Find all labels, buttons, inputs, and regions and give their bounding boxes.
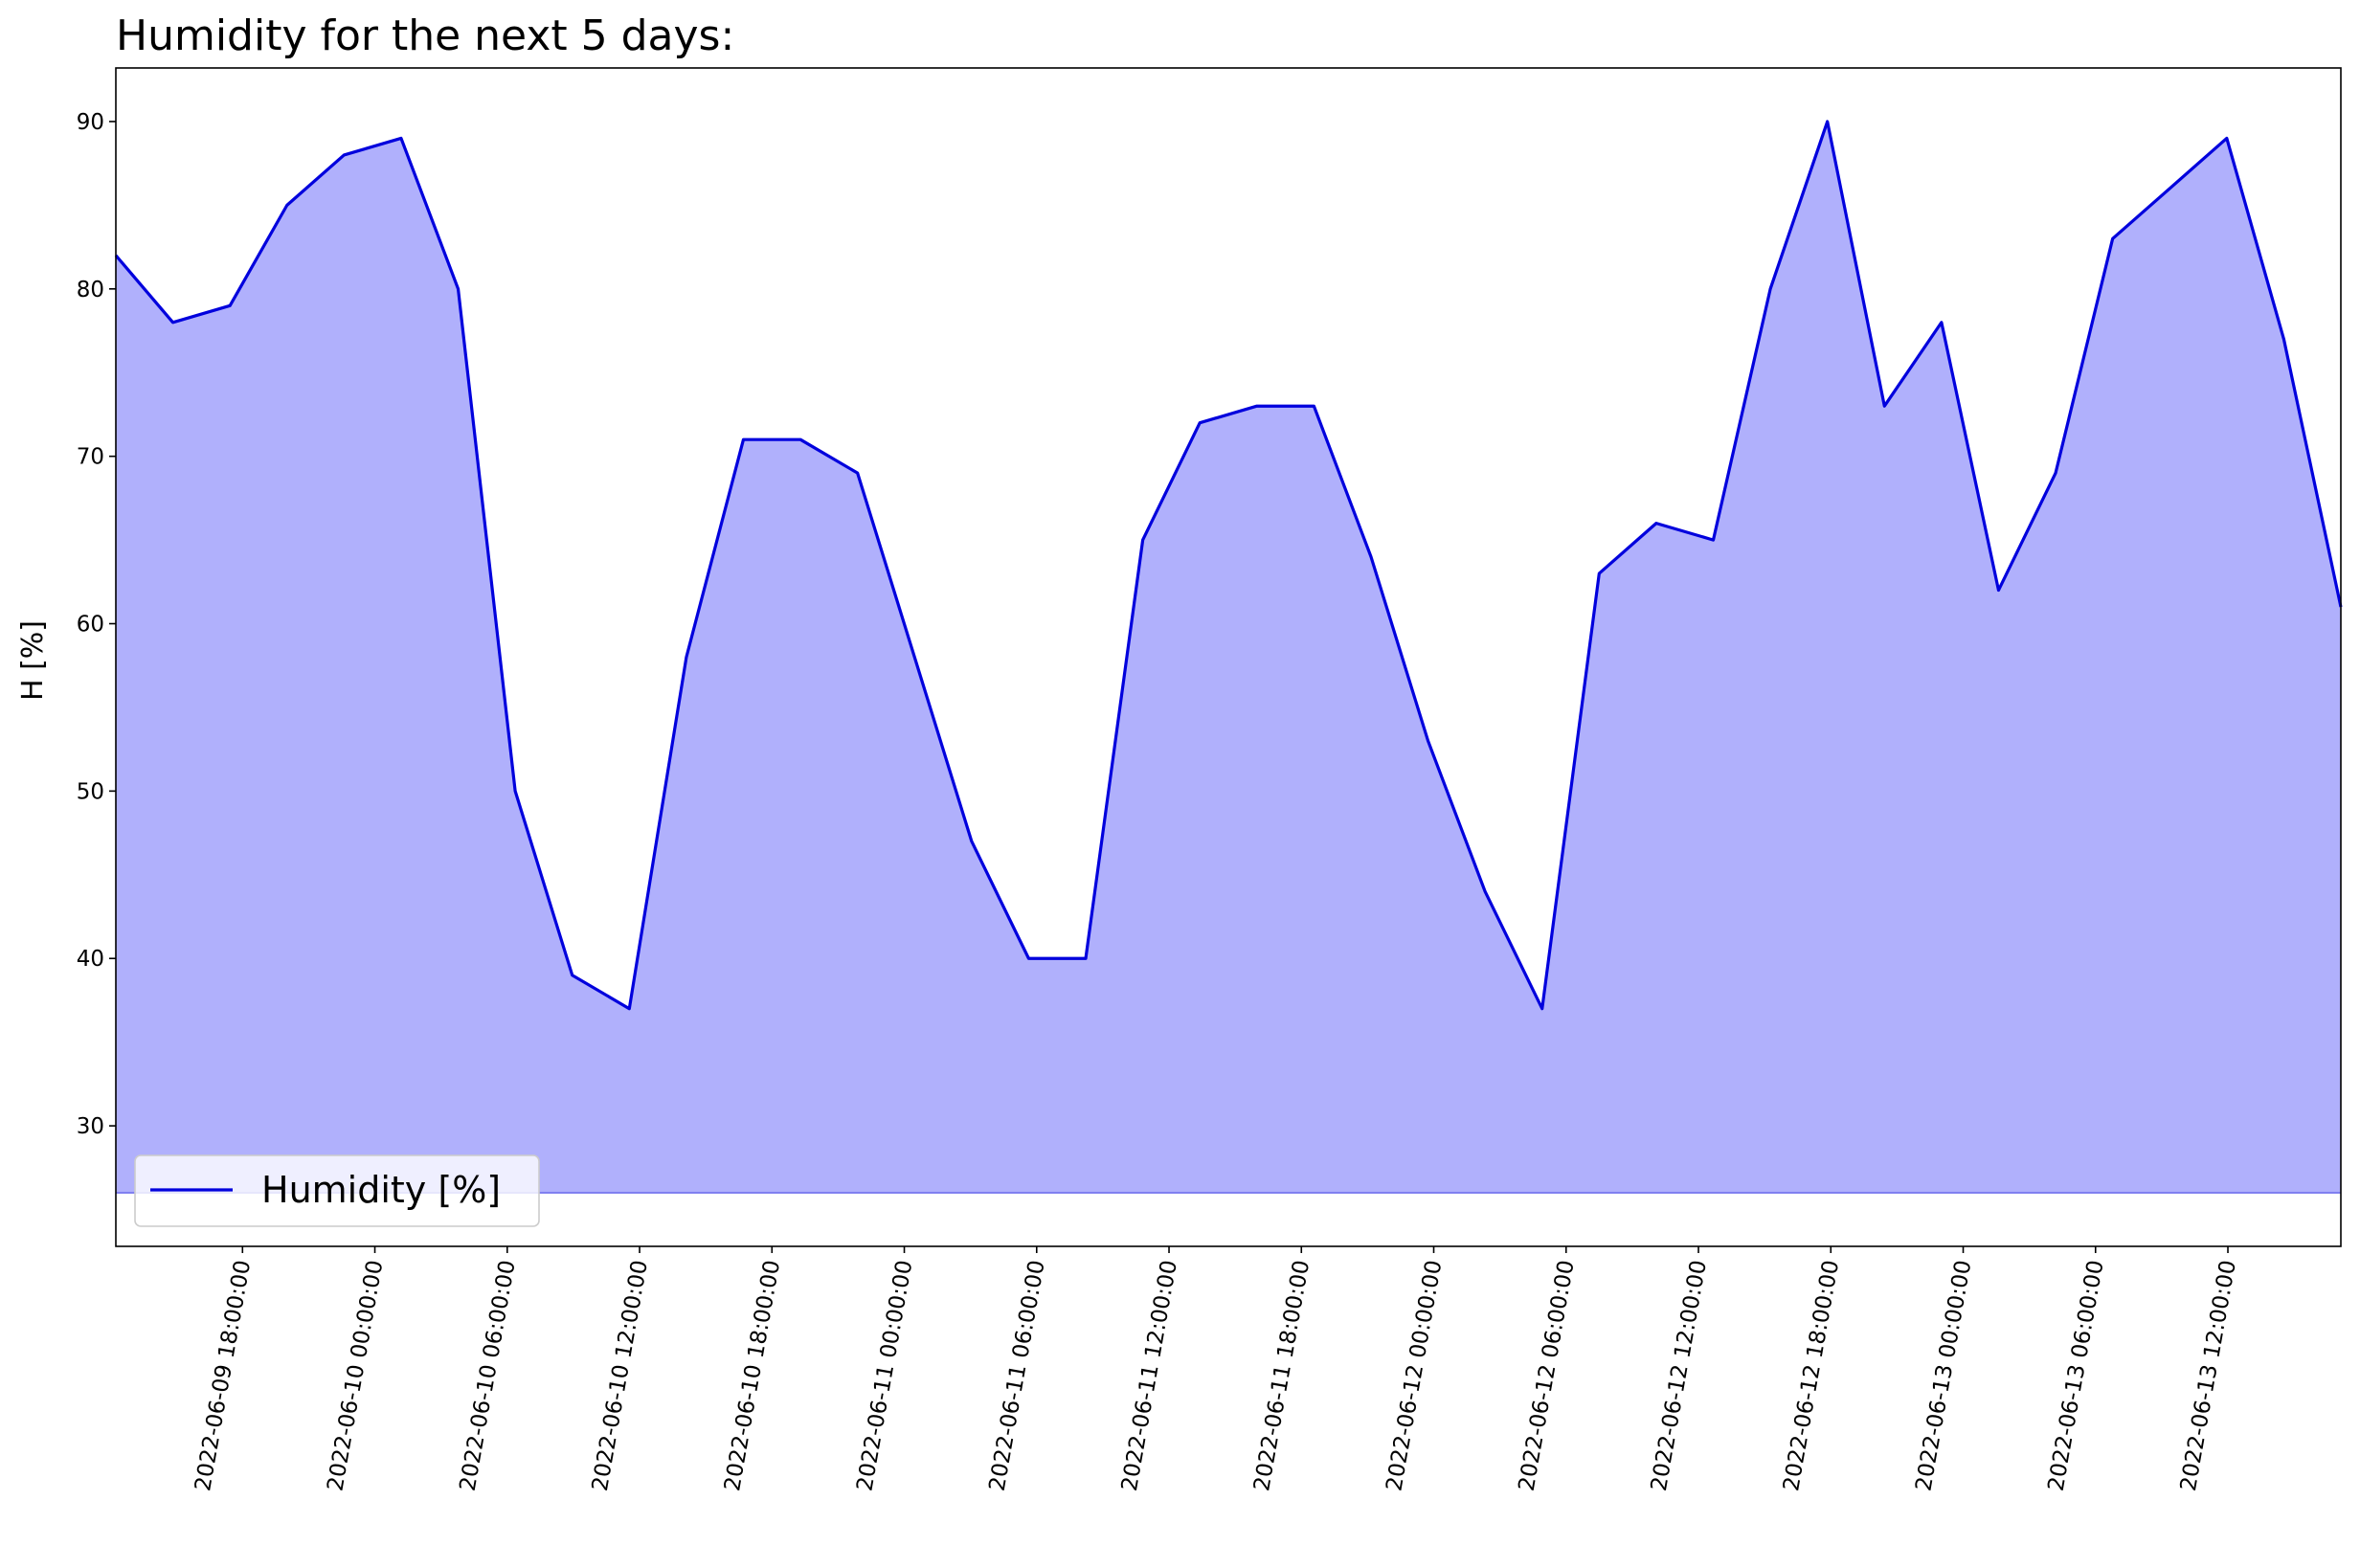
area-fill <box>116 121 2341 1194</box>
x-tick-label: 2022-06-13 06:00:00 <box>2044 1259 2109 1493</box>
y-tick-label: 40 <box>77 947 104 972</box>
y-tick-label: 70 <box>77 445 104 470</box>
x-tick-label: 2022-06-12 06:00:00 <box>1515 1259 1580 1493</box>
y-tick-label: 80 <box>77 278 104 302</box>
x-tick-label: 2022-06-11 00:00:00 <box>852 1259 917 1493</box>
y-tick-label: 90 <box>77 110 104 135</box>
legend-box <box>134 1154 540 1227</box>
line <box>114 120 2343 1011</box>
y-tick-label: 60 <box>77 613 104 638</box>
x-tick-label: 2022-06-13 12:00:00 <box>2176 1259 2241 1493</box>
x-tick-label: 2022-06-11 06:00:00 <box>985 1259 1050 1493</box>
x-tick-label: 2022-06-10 18:00:00 <box>720 1259 785 1493</box>
x-tick-label: 2022-06-10 06:00:00 <box>456 1259 521 1493</box>
x-tick-label: 2022-06-11 12:00:00 <box>1117 1259 1182 1493</box>
x-tick-label: 2022-06-11 18:00:00 <box>1249 1259 1315 1493</box>
y-tick-label: 30 <box>77 1114 104 1139</box>
x-tick-label: 2022-06-13 00:00:00 <box>1911 1259 1976 1493</box>
y-axis-label: H [%] <box>16 620 50 701</box>
x-tick-label: 2022-06-09 18:00:00 <box>191 1259 256 1493</box>
x-tick-label: 2022-06-10 00:00:00 <box>323 1259 388 1493</box>
x-tick-label: 2022-06-12 18:00:00 <box>1779 1259 1844 1493</box>
legend-label: Humidity [%] <box>261 1169 501 1211</box>
x-tick-label: 2022-06-10 12:00:00 <box>588 1259 653 1493</box>
x-tick-label: 2022-06-12 12:00:00 <box>1647 1259 1712 1493</box>
x-tick-label: 2022-06-12 00:00:00 <box>1382 1259 1447 1493</box>
chart-title: Humidity for the next 5 days: <box>116 11 734 60</box>
y-tick-label: 50 <box>77 779 104 804</box>
plot-frame <box>115 67 2342 1247</box>
